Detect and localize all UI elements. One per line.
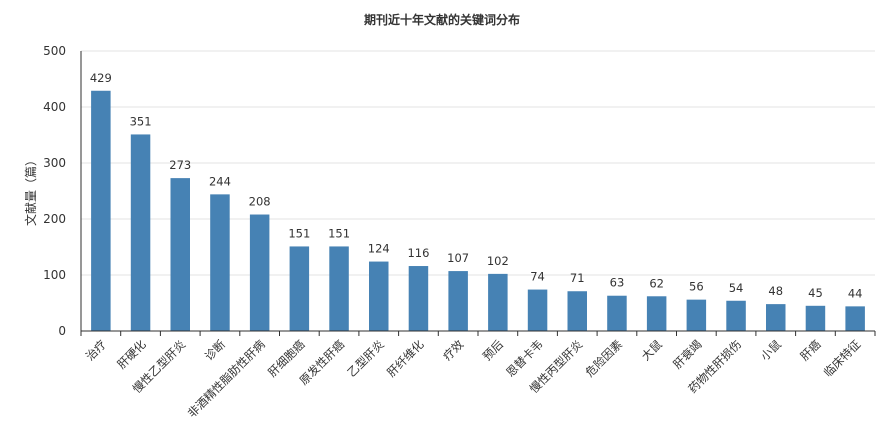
y-axis-ticks: 0 100 200 300 400 500 (43, 44, 66, 338)
data-label: 54 (729, 281, 744, 295)
x-tick-label: 危险因素 (583, 337, 625, 379)
data-label: 63 (610, 276, 625, 290)
bar (646, 296, 667, 331)
data-label: 102 (487, 254, 509, 268)
bar (686, 299, 707, 331)
x-tick-label: 肝硬化 (114, 337, 149, 372)
x-tick-label: 临床特征 (821, 337, 864, 380)
bar (607, 295, 627, 331)
chart-title: 期刊近十年文献的关键词分布 (364, 12, 520, 27)
bar (289, 246, 310, 331)
bar (567, 291, 587, 331)
bar (408, 266, 429, 331)
axes (80, 51, 876, 336)
data-label: 71 (570, 271, 585, 285)
x-tick-label: 肝癌 (797, 337, 824, 364)
x-tick-label: 肝衰竭 (670, 337, 704, 371)
data-labels: 429 351 273 244 208 151 151 124 116 107 102 74 71 63 6… (90, 71, 863, 301)
x-tick-label: 乙型肝炎 (344, 337, 386, 379)
y-tick-label: 500 (43, 44, 66, 58)
data-label: 45 (808, 286, 823, 300)
bar (210, 194, 230, 331)
bar (805, 305, 826, 331)
data-label: 351 (130, 114, 152, 128)
y-tick-label: 300 (43, 156, 66, 170)
bar (845, 306, 865, 331)
data-label: 244 (209, 174, 231, 188)
data-label: 44 (848, 286, 863, 300)
x-tick-label: 治疗 (83, 337, 109, 363)
x-axis-ticks: 治疗 肝硬化慢性乙型肝炎 诊断非酒精性脂肪性肝病肝细胞癌原发性肝癌乙型肝炎肝纤维化疗… (83, 337, 864, 420)
y-tick-label: 100 (43, 268, 66, 282)
data-label: 74 (530, 270, 545, 284)
bar (91, 90, 111, 331)
x-tick-label: 大鼠 (639, 337, 666, 364)
bar (170, 178, 190, 331)
data-label: 429 (90, 71, 112, 85)
y-tick-label: 200 (43, 212, 66, 226)
x-tick-label: 诊断 (202, 337, 229, 364)
bar (766, 304, 786, 331)
data-label: 48 (768, 284, 783, 298)
data-label: 208 (249, 195, 271, 209)
bar (130, 134, 151, 331)
x-tick-label: 预后 (480, 337, 506, 363)
bar (329, 246, 349, 331)
bar (448, 271, 468, 331)
bar (249, 214, 270, 331)
gridlines (81, 50, 875, 276)
bar (369, 261, 389, 331)
data-label: 116 (407, 246, 429, 260)
x-tick-label: 肝纤维化 (384, 337, 427, 380)
bar (726, 300, 746, 331)
data-label: 107 (447, 251, 469, 265)
x-tick-label: 疗效 (440, 337, 467, 364)
data-label: 151 (328, 226, 350, 240)
y-axis-label: 文献量（篇） (23, 154, 38, 226)
data-label: 151 (288, 226, 310, 240)
bar (527, 289, 548, 331)
bar (488, 273, 508, 331)
data-label: 62 (649, 276, 664, 290)
x-tick-label: 非酒精性脂肪性肝病 (185, 337, 268, 420)
y-tick-label: 400 (43, 100, 66, 114)
data-label: 124 (368, 242, 390, 256)
data-label: 273 (169, 158, 191, 172)
y-tick-label: 0 (58, 324, 66, 338)
x-tick-label: 小鼠 (758, 337, 785, 364)
bars (91, 90, 865, 331)
data-label: 56 (689, 280, 704, 294)
